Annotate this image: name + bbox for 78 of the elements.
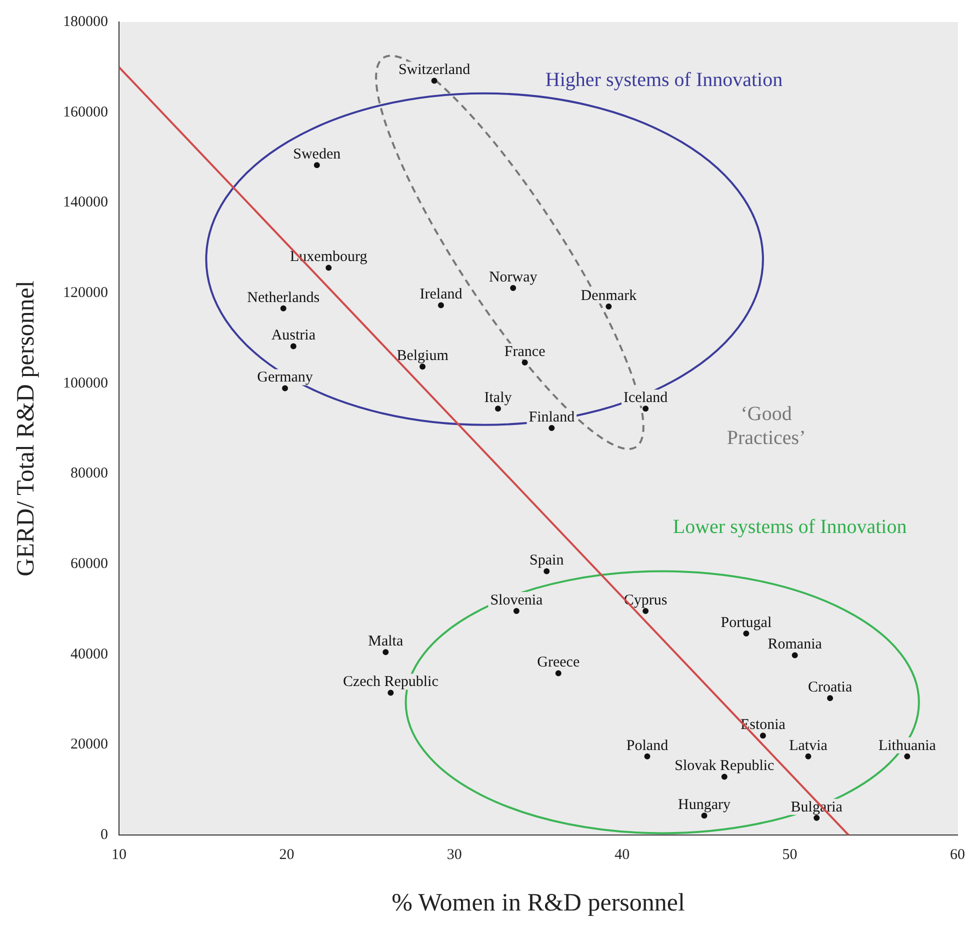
data-label: Sweden [293,146,342,163]
data-label: Lithuania [878,738,936,754]
data-label: Greece [537,654,580,671]
point [555,670,562,676]
point [548,425,555,432]
y-tick-label: 180000 [63,14,108,30]
point [522,360,528,366]
point [644,753,650,760]
y-tick-label: 60000 [70,556,108,572]
annotation: Higher systems of Innovation [545,68,783,91]
point [314,162,320,168]
y-tick-label: 100000 [63,375,108,392]
data-label: Portugal [720,614,772,631]
data-label: Germany [257,370,314,386]
point [438,302,444,308]
point [544,568,550,574]
y-tick-label: 20000 [70,736,108,753]
y-tick-label: 40000 [70,646,108,662]
annotation: ‘Good Practices’ [726,403,806,450]
point [642,608,649,614]
x-tick-label: 60 [950,846,965,863]
point [290,343,296,350]
point [721,774,728,780]
data-label: Slovak Republic [674,758,775,774]
y-tick-label: 0 [100,826,108,843]
point [701,812,708,819]
x-tick-label: 10 [112,846,126,863]
data-label: Latvia [789,738,828,754]
data-label: Norway [488,269,538,286]
point [606,304,612,310]
data-label: Croatia [808,680,852,696]
data-label: Belgium [396,348,449,364]
y-tick-label: 140000 [63,194,108,211]
point [388,690,394,696]
x-tick-label: 50 [782,846,798,863]
point [495,406,501,412]
data-label: Czech Republic [342,674,439,690]
point [326,264,332,271]
point [382,649,389,656]
point [760,732,766,739]
point [792,652,798,658]
data-label: Switzerland [398,62,471,78]
data-label: France [504,344,546,360]
point [805,753,812,760]
x-tick-label: 40 [614,846,630,863]
y-axis-title: GERD/ Total R&D personnel [12,280,40,576]
x-tick-label: 20 [279,846,294,863]
point [431,78,438,84]
data-label: Slovenia [490,592,544,608]
data-label: Cyprus [624,592,668,608]
data-label: Italy [484,390,512,406]
data-label: Finland [528,409,576,426]
point [904,753,910,760]
data-label: Hungary [678,797,732,814]
data-label: Spain [530,552,564,569]
x-axis-title: % Women in R&D personnel [392,890,685,917]
point [513,608,520,614]
point [642,406,649,412]
point [814,814,820,821]
data-label: Poland [626,738,669,754]
point [743,630,750,637]
y-tick-label: 120000 [63,284,108,301]
data-label: Iceland [624,390,668,406]
point [827,695,834,702]
data-label: Ireland [420,286,463,303]
point [420,364,426,370]
annotation: Lower systems of Innovation [672,516,907,538]
x-tick-label: 30 [446,846,462,863]
point [280,305,286,312]
data-label: Denmark [580,288,638,304]
data-label: Austria [271,328,316,344]
data-label: Netherlands [247,290,320,306]
data-label: Romania [768,636,822,653]
point [510,285,516,292]
data-label: Malta [368,634,404,650]
point [282,385,288,392]
y-tick-label: 80000 [70,466,108,482]
y-tick-label: 160000 [63,104,108,120]
